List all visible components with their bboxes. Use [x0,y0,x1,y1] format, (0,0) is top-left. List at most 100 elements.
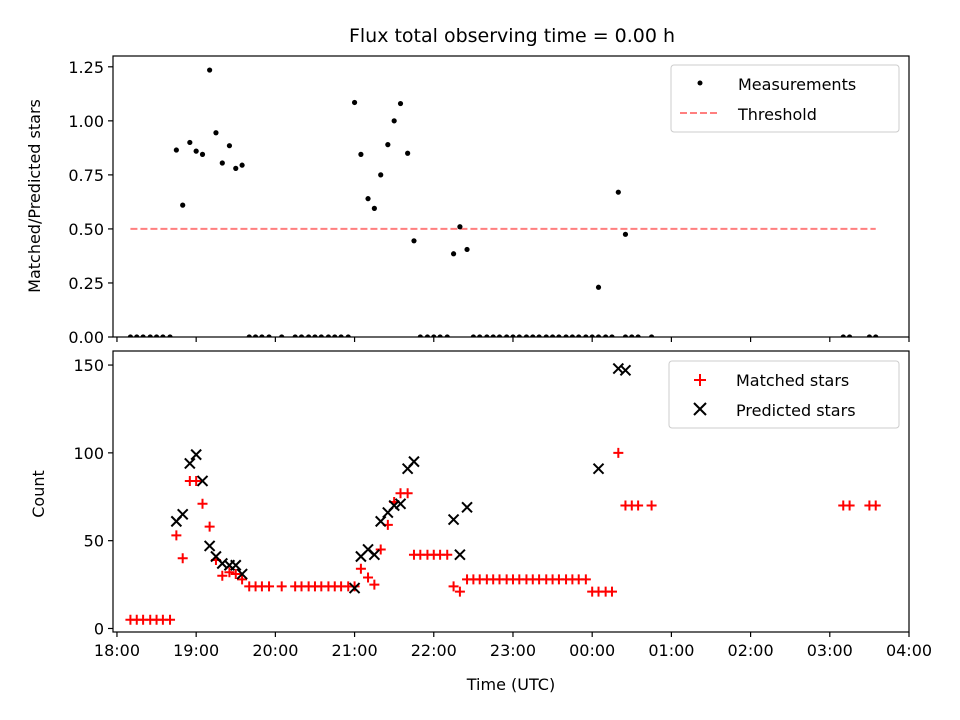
matched-stars-point [204,521,215,532]
bottom-x-tick-label: 01:00 [648,641,694,660]
measurements-point [252,334,259,337]
matched-stars-point [606,586,617,597]
measurements-point [583,334,589,337]
measurements-point [437,334,443,337]
predicted-stars-point [447,513,460,526]
measurements-point [431,334,437,337]
predicted-stars-point [461,501,473,514]
bottom-x-tick-label: 03:00 [807,641,853,660]
measurements-point [325,334,332,337]
measurements-point [622,231,629,237]
bottom-axes-frame [112,350,910,633]
measurements-point [873,334,879,337]
measurements-point [385,142,391,148]
measurements-point [510,334,516,337]
measurements-point [840,334,846,337]
predicted-stars-point [176,508,189,521]
legend-label-predicted-stars: Predicted stars [736,401,856,420]
matched-stars-point [844,500,855,511]
matched-stars-point [349,581,360,592]
predicted-stars-point [230,559,242,571]
measurements-point [603,334,609,337]
matched-stars-point [363,572,374,583]
measurements-point [345,334,351,337]
legend-label-threshold: Threshold [737,105,817,124]
measurements-point [411,238,417,244]
bottom-legend-box [668,360,900,429]
measurements-point [378,172,384,178]
measurements-point [306,334,312,337]
measurements-point [589,334,595,337]
measurements-point [609,334,615,337]
matched-stars-point [580,574,591,585]
measurements-point [358,151,364,157]
measurements-point [127,334,134,337]
measurements-point [549,334,556,337]
matched-stars-point [454,586,465,597]
measurements-point [351,99,358,106]
top-axis-ticks: 0.00 0.25 0.50 0.75 1.00 1.25 [68,58,910,347]
measurements-point [134,334,140,337]
predicted-stars-point [348,582,361,594]
matched-stars-point [177,553,188,564]
legend-marker-matched-stars [694,374,706,386]
measurements-point [477,334,483,337]
measurements-point [615,189,621,195]
top-y-tick-label: 1.25 [68,58,104,77]
matched-stars-point [197,498,208,509]
measurements-point [484,334,490,337]
bottom-plot-marks [125,362,881,625]
matched-stars-point [442,549,453,560]
predicted-stars-point [619,364,632,377]
matched-stars-point [224,567,235,578]
bottom-x-tick-label: 19:00 [173,641,219,660]
measurements-point [424,334,431,337]
bottom-axis-ticks: 18:00 19:00 20:00 21:00 22:00 23:00 00:00 01:00… [73,356,932,660]
matched-stars-point [633,500,644,511]
top-y-tick-label: 0.25 [68,274,104,293]
top-y-axis-label: Matched/Predicted stars [25,99,44,293]
bottom-x-tick-label: 18:00 [94,641,140,660]
matched-stars-point [276,581,287,592]
matched-stars-point [355,563,366,574]
top-chart-title: Flux total observing time = 0.00 h [349,25,675,47]
bottom-x-tick-label: 20:00 [252,641,298,660]
measurements-point [180,202,186,208]
legend-label-matched-stars: Matched stars [736,371,849,390]
predicted-stars-point [184,457,196,470]
measurements-point [530,334,536,337]
measurements-point [147,334,153,337]
bottom-y-axis-label: Count [29,470,48,518]
measurements-point [397,100,404,107]
bottom-x-tick-label: 23:00 [490,641,536,660]
measurements-point [523,334,530,337]
measurements-point [629,334,635,337]
bottom-y-tick-label: 150 [73,356,104,375]
measurements-point [516,334,522,337]
measurements-point [504,334,510,337]
measurements-point [140,334,146,337]
measurements-point [450,251,457,257]
matched-stars-point [165,614,176,625]
measurements-point [391,118,397,124]
measurements-point [569,334,575,337]
measurements-point [543,334,549,337]
predicted-stars-point [454,549,466,561]
top-legend-box [670,64,900,133]
measurements-point [338,334,344,337]
matched-stars-point [237,574,248,585]
measurements-point [173,147,179,153]
measurements-point [233,165,239,171]
measurements-point [470,334,476,337]
matched-stars-point [171,530,182,541]
top-legend: Measurements Threshold [670,64,900,133]
measurements-point [199,151,206,157]
predicted-stars-point [592,462,605,475]
measurements-point [318,334,324,337]
top-y-tick-label: 1.00 [68,112,104,131]
matched-stars-point [191,475,202,486]
measurements-point [866,334,872,337]
top-y-tick-label: 0.50 [68,220,104,239]
predicted-stars-point [203,540,216,552]
